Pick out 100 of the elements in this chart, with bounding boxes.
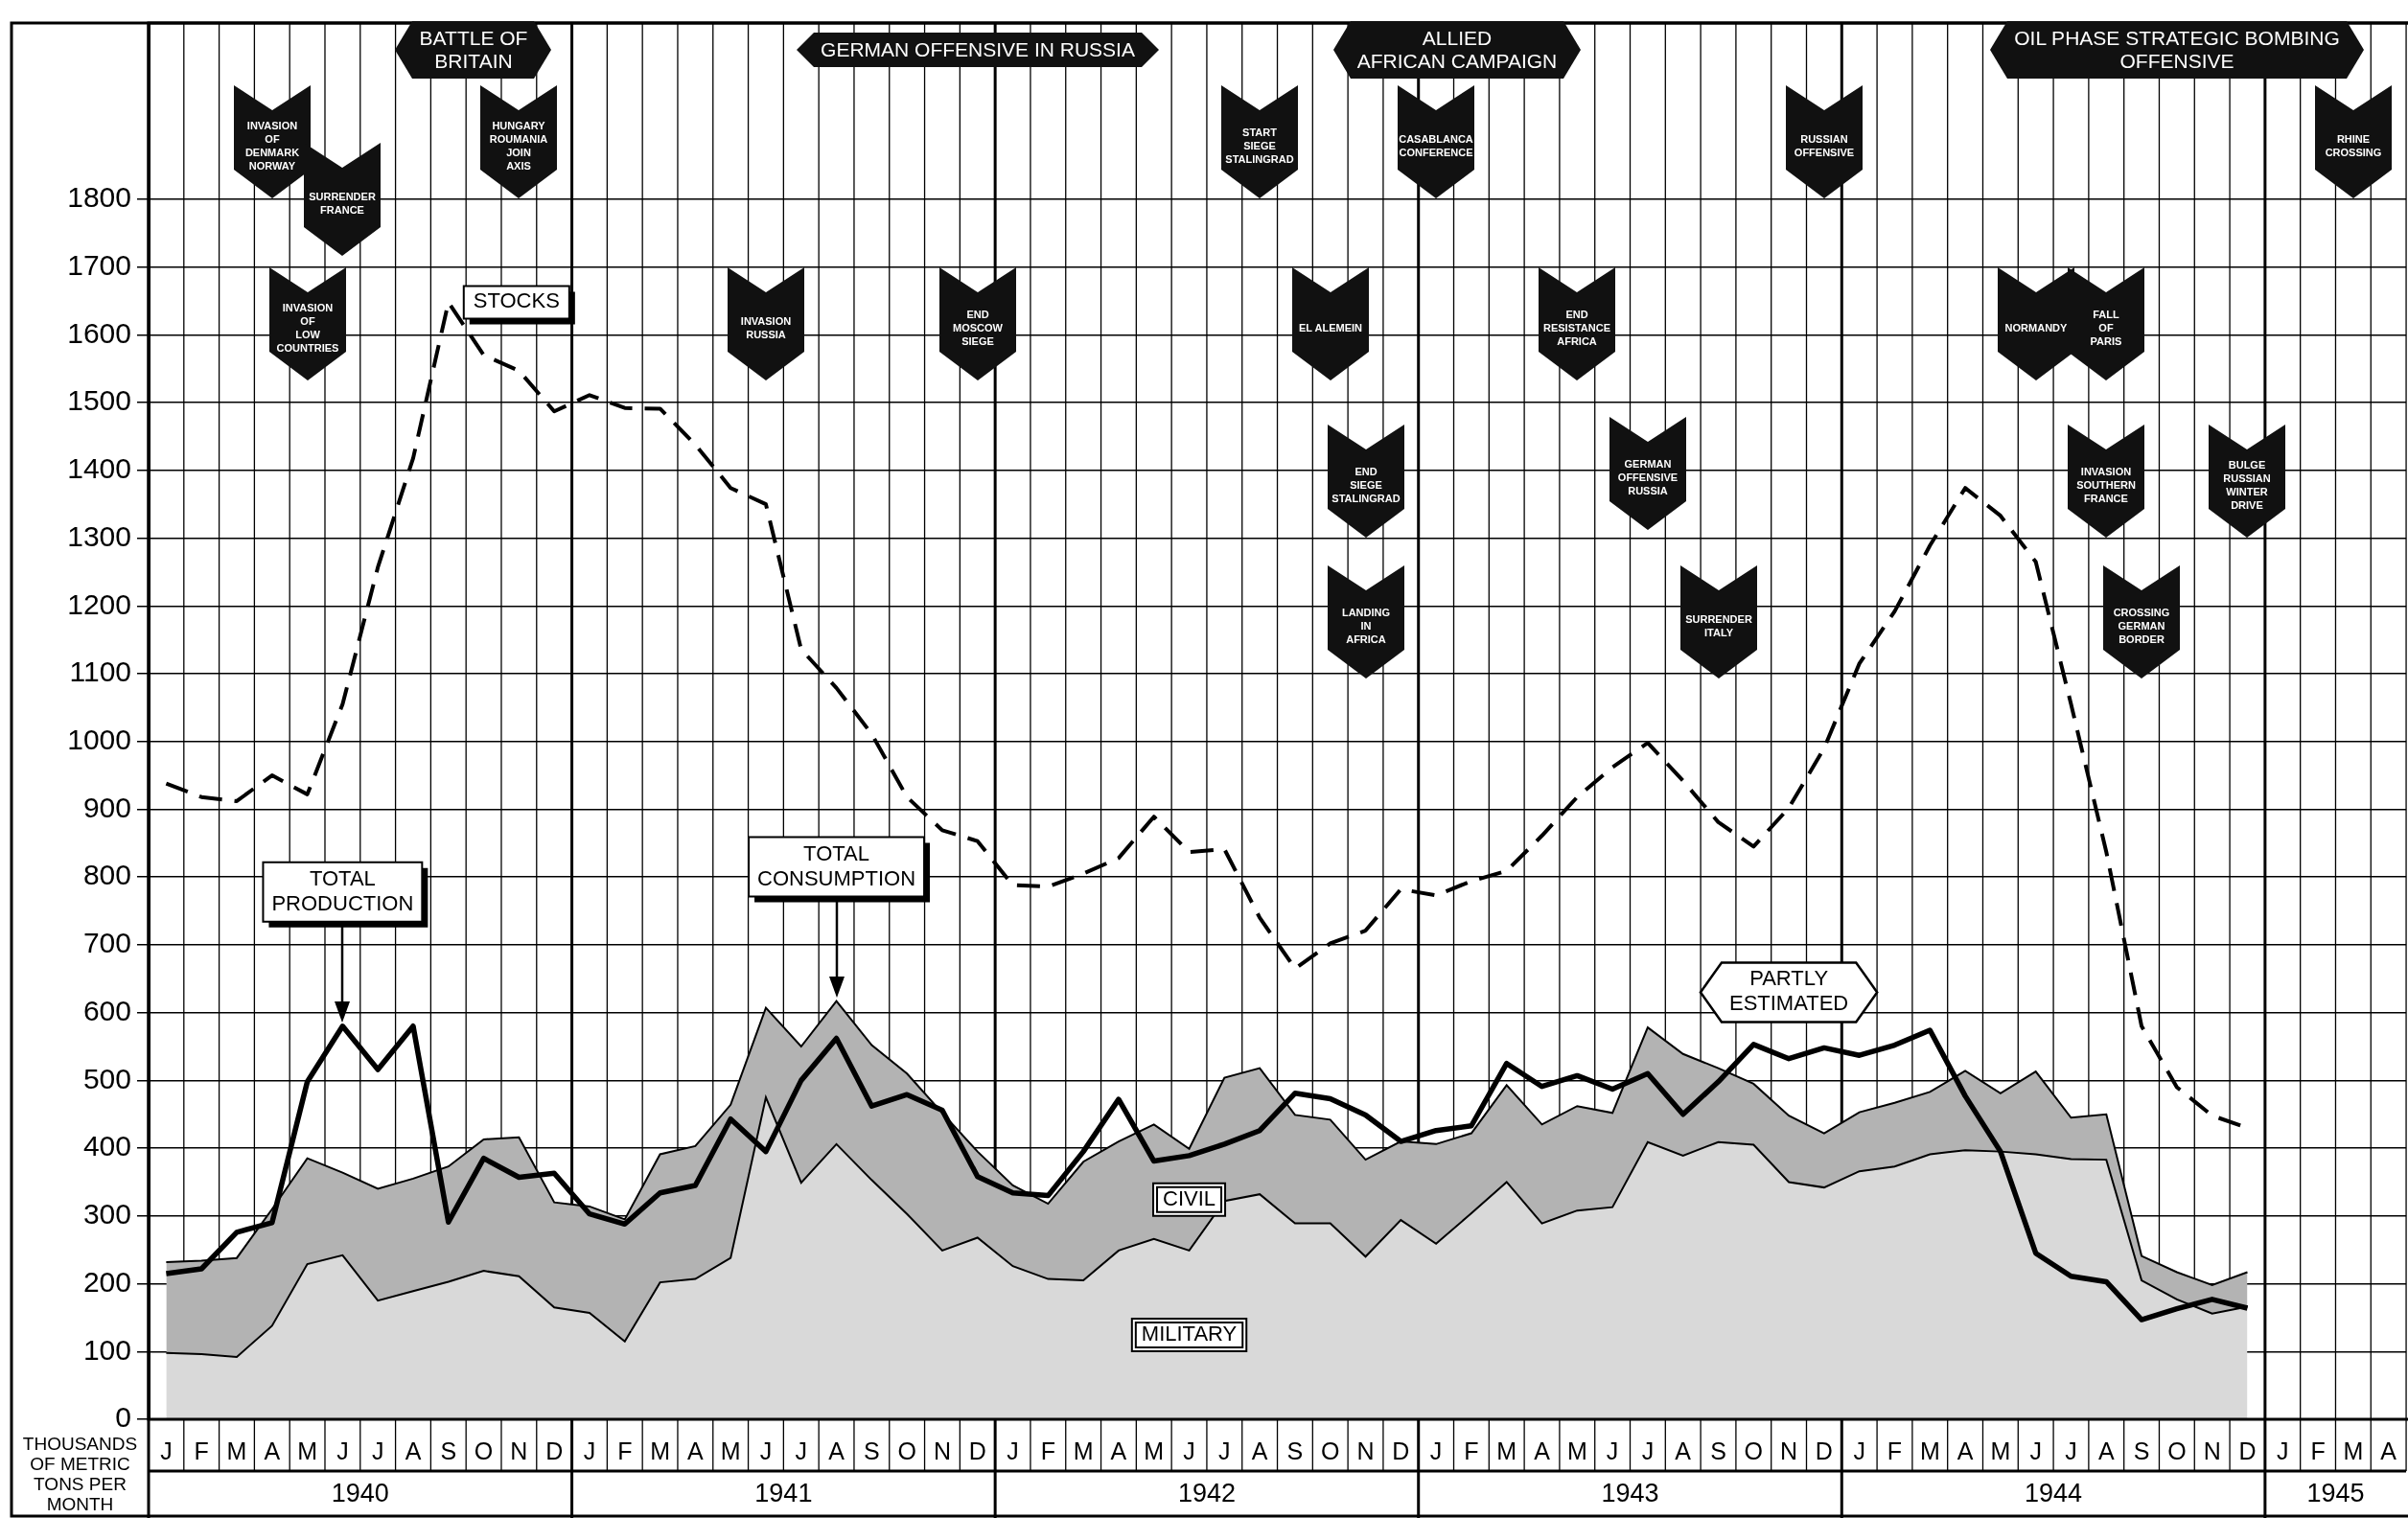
series-label: CIVIL: [1163, 1185, 1216, 1210]
annotation: OIL PHASE STRATEGIC BOMBING OFFENSIVE: [2014, 27, 2340, 73]
y-tick-label: 1400: [67, 452, 131, 485]
y-tick-label: 700: [82, 927, 131, 959]
x-tick-label: A: [687, 1437, 705, 1464]
annotation: BATTLE OF BRITAIN: [419, 27, 528, 73]
annotation: INVASION RUSSIA: [740, 314, 792, 341]
x-tick-label: J: [160, 1437, 173, 1464]
annotation: LANDING IN AFRICA: [1341, 606, 1391, 646]
x-tick-label: M: [1073, 1437, 1094, 1464]
x-tick-label: A: [2380, 1437, 2397, 1464]
y-axis-title: THOUSANDS OF METRIC TONS PER MONTH: [22, 1434, 138, 1515]
x-tick-label: N: [933, 1437, 951, 1464]
x-tick-label: F: [1040, 1437, 1055, 1464]
annotation: GERMAN OFFENSIVE IN RUSSIA: [821, 38, 1135, 61]
x-tick-label: A: [264, 1437, 281, 1464]
x-tick-label: S: [864, 1437, 880, 1464]
annotation: BULGE RUSSIAN WINTER DRIVE: [2223, 458, 2271, 512]
x-tick-label: O: [474, 1437, 494, 1464]
x-tick-label: A: [2097, 1437, 2115, 1464]
x-tick-label: J: [795, 1437, 808, 1464]
x-tick-label: S: [1710, 1437, 1726, 1464]
x-tick-label: A: [1675, 1437, 1692, 1464]
x-tick-label: A: [405, 1437, 422, 1464]
x-tick-label: O: [1321, 1437, 1340, 1464]
x-tick-label: J: [2065, 1437, 2077, 1464]
x-tick-label: S: [440, 1437, 457, 1464]
x-tick-label: M: [720, 1437, 741, 1464]
x-tick-label: A: [828, 1437, 845, 1464]
x-tick-label: M: [226, 1437, 247, 1464]
x-tick-label: J: [759, 1437, 773, 1464]
x-tick-label: J: [2029, 1437, 2042, 1464]
annotation: HUNGARY ROUMANIA JOIN AXIS: [489, 119, 548, 172]
y-tick-label: 1800: [67, 181, 131, 214]
x-tick-label: J: [1606, 1437, 1619, 1464]
x-tick-label: N: [1780, 1437, 1798, 1464]
x-tick-label: A: [1534, 1437, 1551, 1464]
y-tick-label: 400: [82, 1130, 131, 1162]
x-tick-label: M: [297, 1437, 317, 1464]
x-tick-label: M: [650, 1437, 670, 1464]
x-tick-label: D: [1815, 1437, 1833, 1464]
x-tick-label: J: [1007, 1437, 1019, 1464]
annotation: CASABLANCA CONFERENCE: [1399, 132, 1473, 159]
x-tick-label: S: [1286, 1437, 1304, 1464]
y-tick-label: 1500: [67, 384, 131, 417]
x-tick-label: D: [2238, 1437, 2257, 1464]
x-tick-label: M: [1919, 1437, 1940, 1464]
annotation: END SIEGE STALINGRAD: [1331, 465, 1401, 505]
x-tick-label: J: [1183, 1437, 1195, 1464]
x-tick-label: N: [510, 1437, 528, 1464]
x-tick-label: F: [2310, 1437, 2326, 1464]
x-tick-label: A: [1956, 1437, 1974, 1464]
x-tick-label: M: [1566, 1437, 1587, 1464]
x-tick-label: N: [1356, 1437, 1375, 1464]
x-tick-label: J: [583, 1437, 596, 1464]
x-tick-label: J: [2277, 1437, 2289, 1464]
text: 1943: [1601, 1478, 1659, 1507]
y-tick-label: 0: [115, 1401, 131, 1434]
series-label: STOCKS: [473, 288, 560, 313]
y-tick-label: 800: [82, 859, 131, 891]
y-tick-label: 100: [82, 1333, 131, 1366]
x-tick-label: J: [1218, 1437, 1231, 1464]
x-tick-label: J: [336, 1437, 349, 1464]
x-tick-label: D: [1392, 1437, 1410, 1464]
annotation: END MOSCOW SIEGE: [953, 308, 1003, 348]
annotation: ALLIED AFRICAN CAMPAIGN: [1356, 27, 1558, 73]
y-tick-label: 900: [82, 791, 131, 823]
x-tick-label: F: [1464, 1437, 1479, 1464]
x-tick-label: F: [194, 1437, 209, 1464]
y-tick-label: 200: [82, 1265, 131, 1298]
y-tick-label: 1100: [69, 656, 131, 688]
y-tick-label: 1600: [67, 316, 131, 349]
x-tick-label: J: [1853, 1437, 1865, 1464]
annotation: INVASION OF DENMARK NORWAY: [244, 119, 300, 172]
text: 1940: [331, 1478, 389, 1507]
text: 1942: [1177, 1478, 1236, 1507]
series-label: MILITARY: [1141, 1322, 1238, 1346]
annotation: EL ALEMEIN: [1298, 321, 1363, 334]
annotation: TOTAL CONSUMPTION: [757, 840, 916, 890]
x-tick-label: O: [2167, 1437, 2187, 1464]
y-tick-label: 1000: [67, 723, 131, 755]
x-tick-label: M: [1990, 1437, 2011, 1464]
text: TOTAL PRODUCTION: [271, 865, 414, 915]
annotation: RUSSIAN OFFENSIVE: [1794, 132, 1855, 159]
x-tick-label: F: [617, 1437, 633, 1464]
x-tick-label: J: [1429, 1437, 1443, 1464]
y-tick-label: 600: [82, 994, 131, 1026]
text: 1945: [2306, 1478, 2365, 1507]
annotation: SURRENDER ITALY: [1685, 612, 1752, 639]
x-tick-label: A: [1110, 1437, 1127, 1464]
x-tick-label: M: [1496, 1437, 1517, 1464]
x-tick-label: D: [968, 1437, 986, 1464]
text: 1941: [754, 1478, 813, 1507]
x-tick-label: J: [371, 1437, 384, 1464]
annotation: RHINE CROSSING: [2325, 132, 2382, 159]
x-tick-label: J: [1641, 1437, 1655, 1464]
annotation: FALL OF PARIS: [2090, 308, 2122, 348]
annotation: CROSSING GERMAN BORDER: [2113, 606, 2170, 646]
annotation: INVASION SOUTHERN FRANCE: [2076, 465, 2136, 505]
y-tick-label: 1200: [67, 587, 131, 620]
